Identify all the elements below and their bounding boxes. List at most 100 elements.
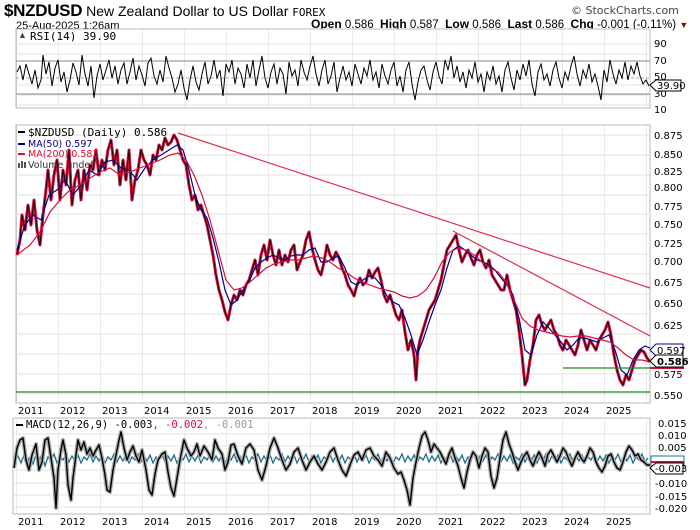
price-tick: 0.575 — [654, 370, 683, 381]
price-tick: 0.725 — [654, 239, 683, 250]
year-label: 2018 — [312, 517, 337, 528]
price-tick: 0.750 — [654, 220, 683, 231]
year-label: 2021 — [438, 406, 463, 417]
year-label: 2015 — [186, 517, 211, 528]
year-label: 2016 — [228, 517, 253, 528]
legend-price: $NZDUSD (Daily) 0.586 — [28, 126, 167, 139]
year-label: 2024 — [564, 517, 589, 528]
open-value: 0.586 — [344, 19, 374, 31]
instrument-name: New Zealand Dollar to US Dollar — [86, 3, 289, 19]
year-label: 2017 — [270, 406, 295, 417]
macd-tick: -0.010 — [655, 479, 687, 490]
macd-value-tag-text: -0.003 — [655, 464, 687, 475]
price-tick: 0.775 — [654, 202, 683, 213]
rsi-tick: 30 — [654, 89, 667, 100]
year-label: 2021 — [438, 517, 463, 528]
year-label: 2013 — [102, 517, 127, 528]
macd-legend-hist: , -0.001 — [203, 419, 254, 431]
chart-title: $NZDUSD New Zealand Dollar to US Dollar … — [4, 1, 325, 21]
volume-icon — [18, 161, 26, 168]
symbol: $NZDUSD — [4, 1, 83, 20]
macd-tick: -0.015 — [655, 492, 687, 503]
price-tick: 0.825 — [654, 167, 683, 178]
year-label: 2012 — [60, 406, 85, 417]
rsi-value-tag — [649, 79, 682, 92]
low-label: Low — [445, 17, 470, 31]
price-panel: 0.875 0.850 0.825 0.800 0.775 0.750 0.72… — [15, 124, 689, 404]
high-label: High — [380, 17, 407, 31]
rsi-tick: 50 — [654, 72, 667, 83]
macd-tick: 0.015 — [658, 419, 687, 430]
ma50-value-tag-text: 0.597 — [657, 346, 686, 357]
price-tick: 0.875 — [654, 131, 683, 142]
year-label: 2014 — [144, 517, 169, 528]
year-label: 2015 — [186, 406, 211, 417]
quote-bar: Open 0.586 High 0.587 Low 0.586 Last 0.5… — [311, 17, 688, 31]
legend-ma200: MA(200) 0.583 — [28, 149, 98, 160]
price-tick: 0.700 — [654, 257, 683, 268]
high-value: 0.587 — [409, 19, 439, 31]
ma50-value-tag — [649, 343, 684, 357]
price-tick: 0.850 — [654, 150, 683, 161]
price-tick: 0.625 — [654, 321, 683, 332]
last-label: Last — [507, 17, 533, 31]
open-label: Open — [311, 17, 342, 31]
x-axis-middle: 2011 2012 2013 2014 2015 2016 2017 2018 … — [18, 406, 631, 417]
credit: © StockCharts.com — [571, 4, 679, 17]
legend-volume: Volume undef — [28, 160, 94, 171]
price-tick: 0.650 — [654, 299, 683, 310]
year-label: 2019 — [354, 406, 379, 417]
legend-ma50: MA(50) 0.597 — [28, 139, 92, 150]
year-label: 2012 — [60, 517, 85, 528]
year-label: 2013 — [102, 406, 127, 417]
macd-value-tag — [649, 462, 684, 475]
rsi-line — [16, 54, 650, 101]
year-label: 2017 — [270, 517, 295, 528]
year-label: 2023 — [522, 406, 547, 417]
year-label: 2022 — [480, 517, 505, 528]
year-label: 2011 — [18, 517, 43, 528]
rsi-legend: RSI(14) 39.90 — [30, 30, 116, 43]
x-axis-bottom: 2011 2012 2013 2014 2015 2016 2017 2018 … — [18, 517, 631, 528]
macd-tick: 0.005 — [658, 443, 687, 454]
last-value: 0.586 — [535, 19, 565, 31]
rsi-tick: 90 — [654, 39, 667, 50]
year-label: 2025 — [606, 406, 631, 417]
exchange: FOREX — [292, 6, 326, 19]
macd-tick: 0.010 — [658, 431, 687, 442]
macd-legend-signal: , -0.002 — [152, 419, 203, 431]
year-label: 2023 — [522, 517, 547, 528]
rsi-tick: 10 — [654, 105, 667, 116]
rsi-value-tag-text: 39.90 — [657, 81, 686, 92]
trendlines — [177, 132, 651, 337]
macd-panel: 0.015 0.010 0.005 -0.010 -0.015 -0.020 -… — [12, 417, 687, 515]
rsi-panel: 90 70 50 30 10 39.90 ▲ RSI(14) 39.90 — [15, 28, 686, 116]
low-value: 0.586 — [472, 19, 502, 31]
year-label: 2025 — [606, 517, 631, 528]
year-label: 2022 — [480, 406, 505, 417]
year-label: 2019 — [354, 517, 379, 528]
macd-tick: -0.020 — [655, 504, 687, 515]
chg-value: -0.001 (-0.11%) — [597, 19, 677, 31]
chg-label: Chg — [570, 17, 594, 31]
support-lines — [16, 367, 650, 393]
ma200-line — [16, 152, 651, 363]
year-label: 2011 — [18, 406, 43, 417]
year-label: 2014 — [144, 406, 169, 417]
last-price-tag-text: 0.586 — [657, 357, 689, 368]
rsi-icon: ▲ — [18, 30, 27, 40]
price-legend: $NZDUSD (Daily) 0.586 MA(50) 0.597 MA(20… — [18, 126, 167, 171]
year-label: 2024 — [564, 406, 589, 417]
price-tick: 0.800 — [654, 183, 683, 194]
year-label: 2020 — [396, 406, 421, 417]
macd-legend: MACD(12,26,9) -0.003, -0.002, -0.001 — [26, 419, 254, 431]
year-label: 2020 — [396, 517, 421, 528]
year-label: 2018 — [312, 406, 337, 417]
year-label: 2016 — [228, 406, 253, 417]
last-price-tag — [649, 354, 684, 368]
price-tick: 0.550 — [654, 391, 683, 402]
down-triangle-icon: ▼ — [679, 20, 689, 30]
rsi-tick: 70 — [654, 56, 667, 67]
price-tick: 0.675 — [654, 278, 683, 289]
